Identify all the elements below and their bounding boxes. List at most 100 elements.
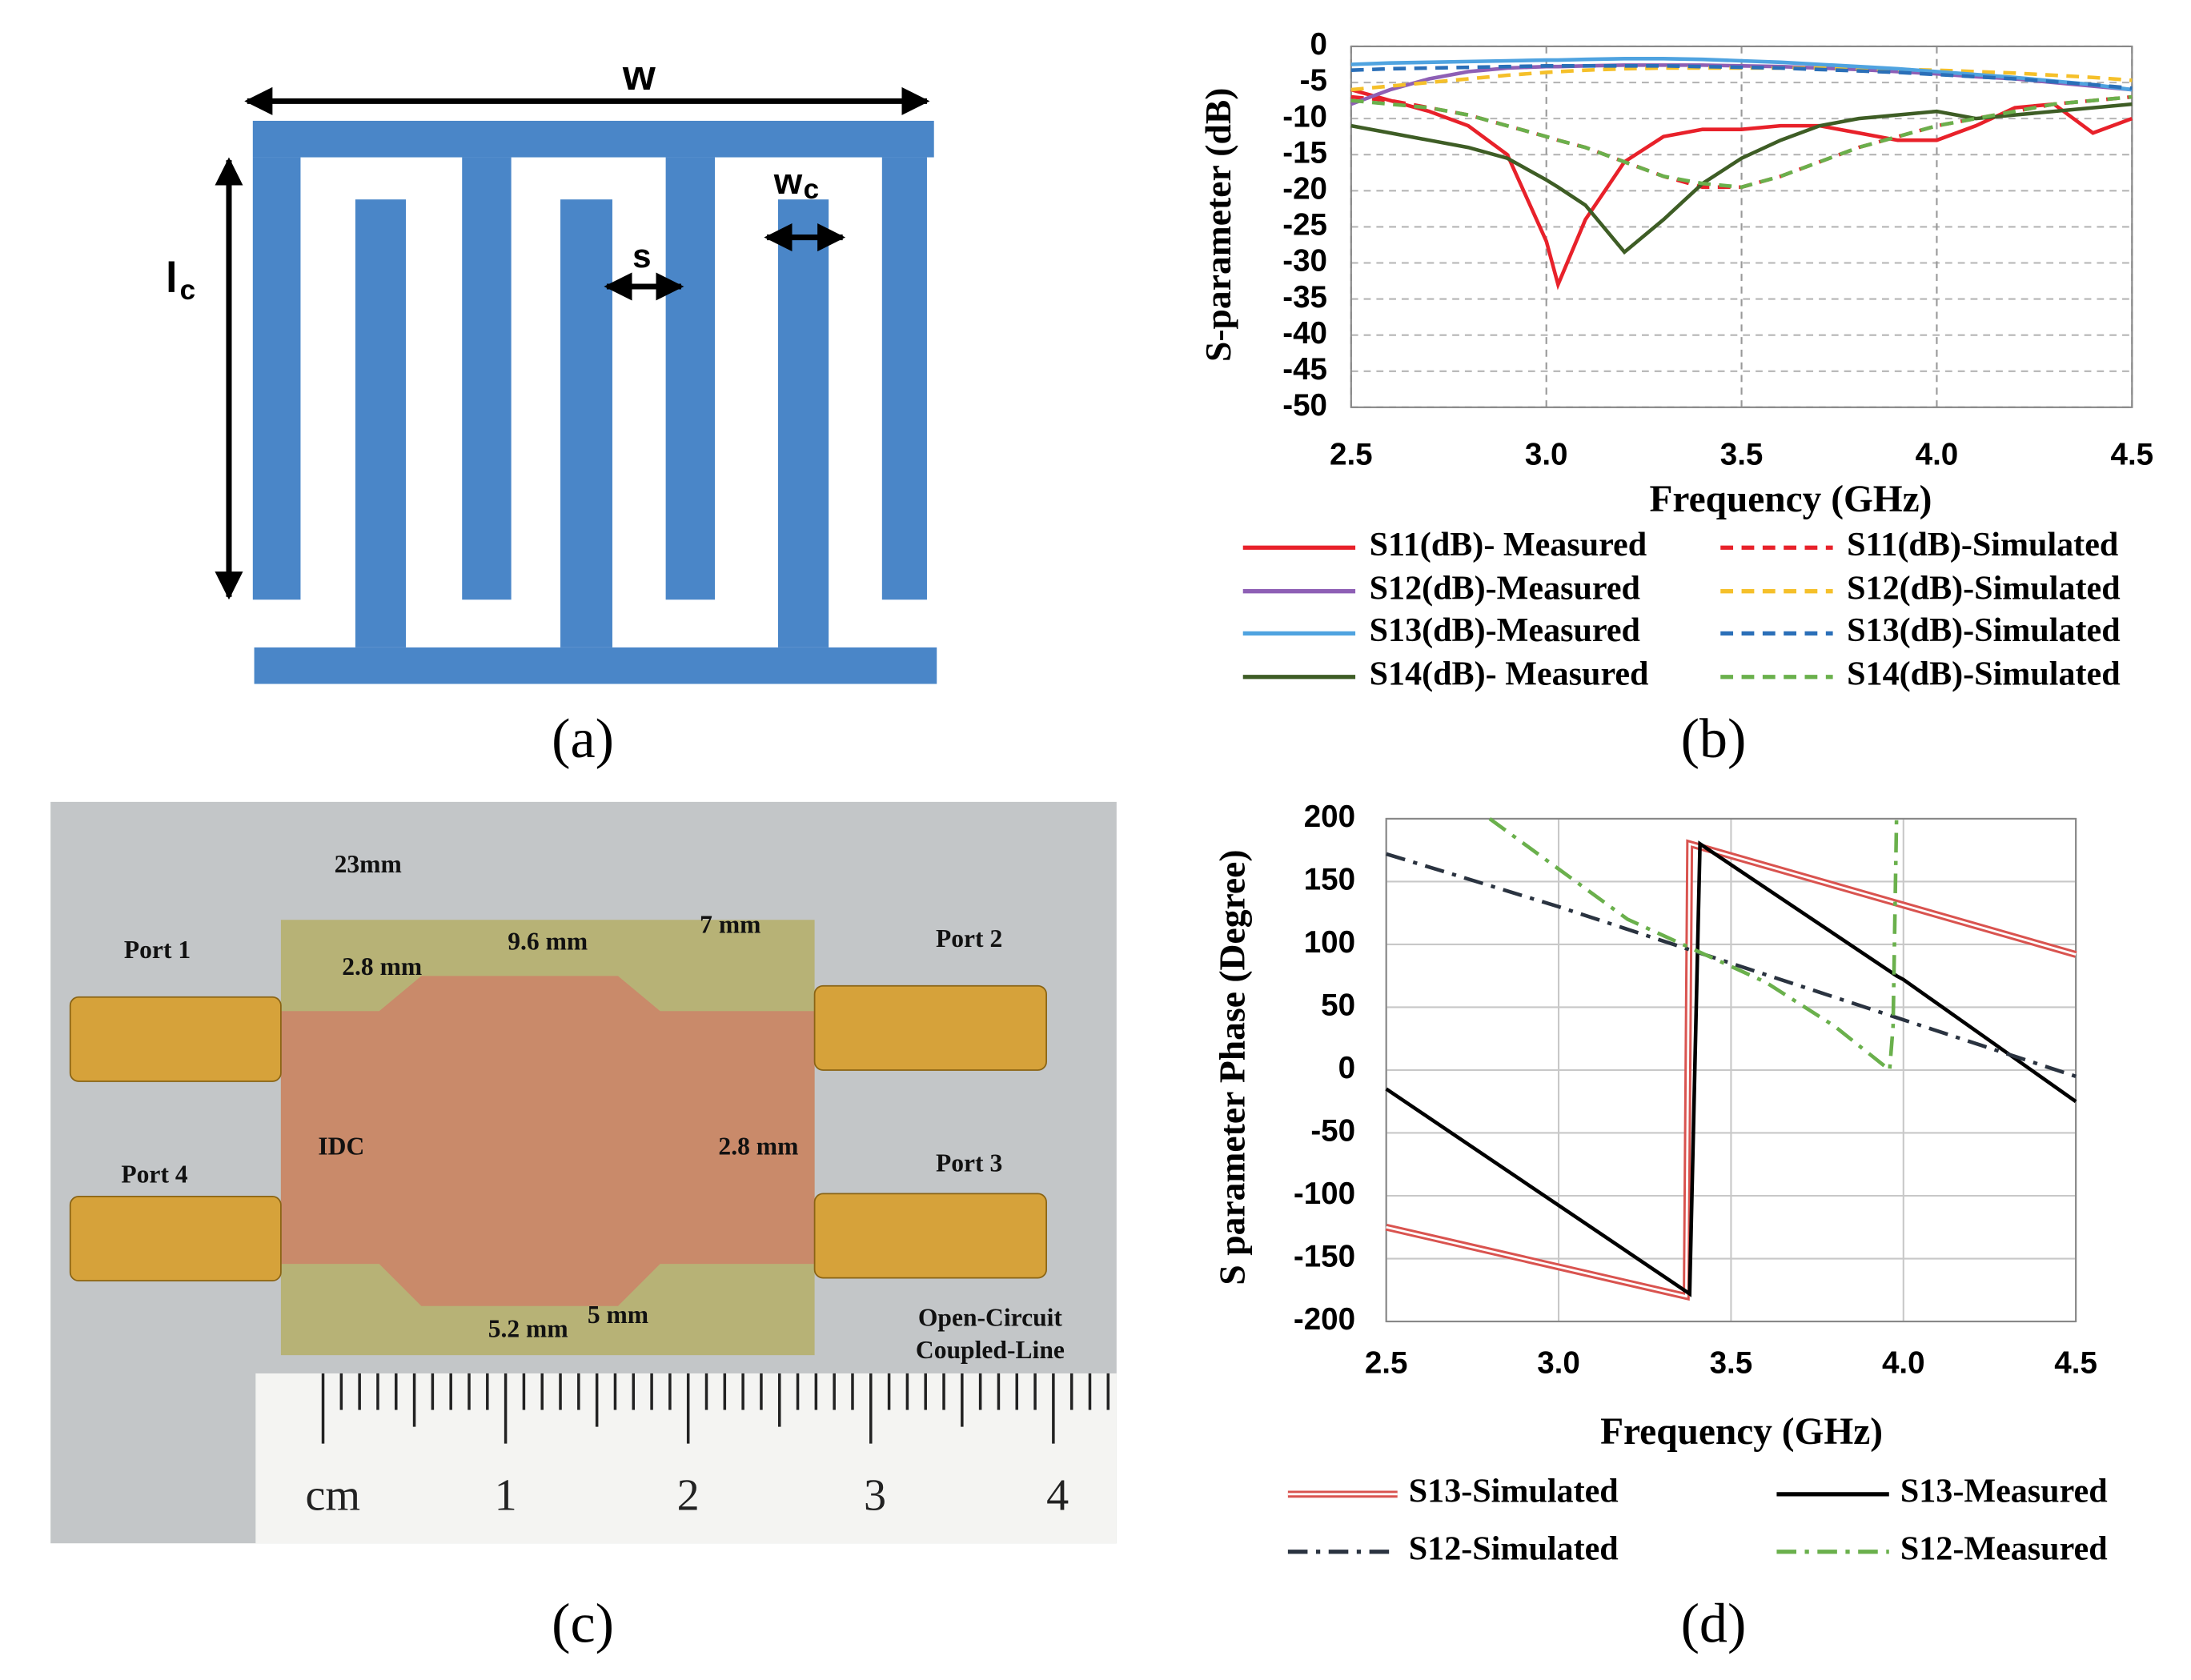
legend-label: S13-Simulated [1409,1472,1619,1510]
x-tick-label: 2.5 [1330,437,1373,471]
y-tick-label: -15 [1282,135,1327,170]
connector [69,1195,282,1282]
x-tick-label: 4.0 [1882,1346,1925,1381]
photo-label: Port 4 [121,1161,188,1189]
photo-label: Coupled-Line [916,1336,1065,1364]
y-tick-label: -35 [1282,280,1327,315]
x-tick-label: 2.5 [1365,1346,1408,1381]
photo-label: Port 2 [936,924,1002,952]
series-line [1350,66,2133,92]
legend-label: S14(dB)-Simulated [1847,655,2120,692]
x-tick-label: 4.5 [2054,1346,2097,1381]
ruler-label: cm [306,1471,361,1521]
caption: (d) [1681,1592,1747,1654]
photo-label: 2.8 mm [342,952,422,980]
finger [560,199,612,648]
y-tick-label: -50 [1310,1114,1355,1149]
diagram-label: l [166,255,178,302]
y-tick-label: 150 [1304,863,1355,897]
caption: (b) [1681,708,1747,770]
y-tick-label: -30 [1282,244,1327,279]
legend-label: S12-Simulated [1409,1530,1619,1567]
y-tick-label: -10 [1282,99,1327,134]
diagram-label: w [622,52,656,99]
y-axis-title: S-parameter (dB) [1198,88,1238,362]
connector [813,1193,1047,1279]
diagram-label: w [773,161,803,202]
photo-label: Port 3 [936,1149,1002,1177]
x-axis-title: Frequency (GHz) [1600,1411,1883,1453]
x-tick-label: 3.5 [1710,1346,1753,1381]
y-tick-label: -5 [1300,63,1327,98]
series-line [1385,840,2077,1297]
finger [665,157,716,600]
caption: (a) [552,708,614,770]
x-axis-title: Frequency (GHz) [1650,479,1932,520]
copper [280,976,815,1306]
finger [777,199,829,648]
photo-label: 7 mm [700,910,760,938]
diagram-label: s [632,237,651,275]
y-axis-title: S parameter Phase (Degree) [1211,849,1252,1285]
photo-label: 2.8 mm [718,1132,798,1160]
legend-label: S13(dB)-Measured [1370,611,1640,649]
legend-label: S14(dB)- Measured [1370,655,1649,692]
diagram-label-sub: c [804,174,820,205]
y-tick-label: -200 [1294,1302,1355,1337]
y-tick-label: 50 [1321,988,1355,1023]
y-tick-label: -150 [1294,1240,1355,1274]
legend-label: S11(dB)- Measured [1370,526,1647,563]
y-tick-label: 0 [1310,27,1327,62]
photo-label: 9.6 mm [508,927,588,955]
connector [69,996,282,1082]
plot-frame [1385,817,2077,1323]
y-tick-label: 0 [1338,1051,1355,1085]
photo-label: Port 1 [124,936,191,964]
y-tick-label: 200 [1304,800,1355,834]
photo-label: 5 mm [588,1301,648,1329]
dimension-arrows [215,86,930,600]
x-tick-label: 3.0 [1525,437,1568,471]
legend-label: S12(dB)-Simulated [1847,569,2120,607]
connector [813,984,1047,1071]
x-tick-label: 4.0 [1916,437,1959,471]
idc-diagram [252,120,937,684]
y-tick-label: -25 [1282,208,1327,243]
photo-label: 23mm [335,850,402,878]
legend-label: S13(dB)-Simulated [1847,611,2120,649]
y-tick-label: -50 [1282,388,1327,423]
x-tick-label: 3.5 [1720,437,1764,471]
plot-frame [1350,45,2133,408]
series-line-inner [1386,842,2077,1298]
top-bus [252,120,934,158]
ruler-label: 4 [1046,1471,1069,1521]
ruler [255,1373,1117,1544]
y-tick-label: -40 [1282,316,1327,351]
finger [252,157,301,600]
x-tick-label: 3.0 [1537,1346,1580,1381]
ruler-ticks [321,1373,1110,1444]
legend-label: S11(dB)-Simulated [1847,526,2118,563]
photo-label: Open-Circuit [918,1304,1063,1332]
finger [355,199,407,648]
series-line [1488,817,1899,1074]
y-tick-label: 100 [1304,925,1355,960]
bottom-bus [254,647,937,684]
y-tick-label: -100 [1294,1177,1355,1211]
y-tick-label: -45 [1282,352,1327,387]
legend-label: S13-Measured [1900,1472,2108,1510]
finger [881,157,927,600]
ruler-label: 2 [677,1471,700,1521]
series-line [1350,94,2133,190]
photo-label: 5.2 mm [488,1315,568,1343]
y-tick-label: -20 [1282,172,1327,206]
finger [462,157,512,600]
ruler-label: 1 [495,1471,517,1521]
series-line [1350,64,2133,90]
photo [50,801,1117,1544]
ruler-label: 3 [864,1471,886,1521]
x-tick-label: 4.5 [2110,437,2153,471]
series-line [1350,102,2133,255]
